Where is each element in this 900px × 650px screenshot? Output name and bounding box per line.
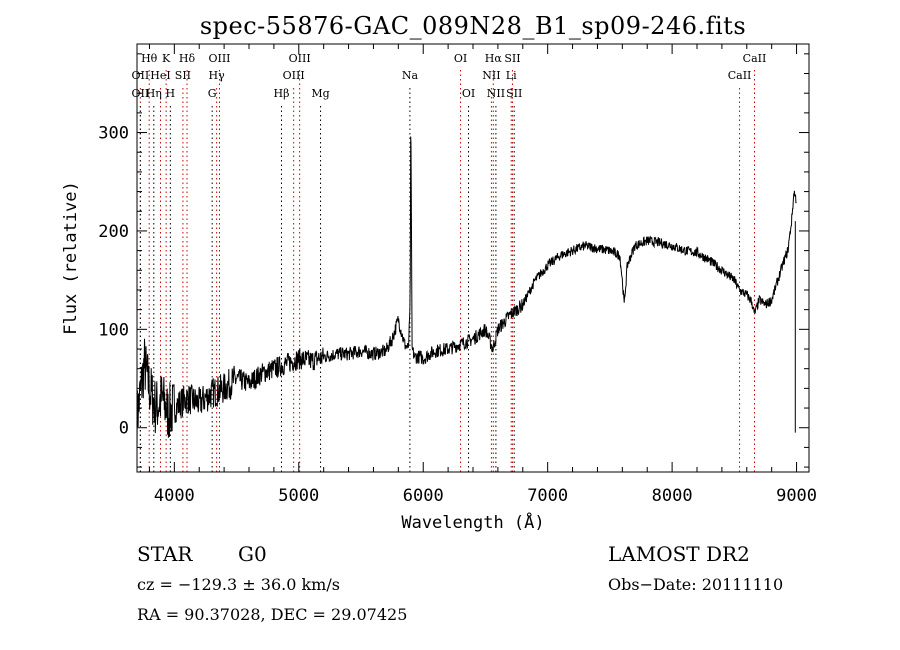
x-tick-label: 7000 [527,486,568,506]
class-label: STAR [137,542,193,566]
line-marker-label: Na [402,69,419,82]
line-marker-label: OII [132,69,150,82]
line-marker-label: Hγ [209,69,226,82]
line-marker-label: Li [506,69,517,82]
observation-date: Obs−Date: 20111110 [608,575,784,594]
line-marker-label: SII [506,87,522,100]
subclass-label: G0 [238,542,267,566]
line-marker-label: SII [504,52,520,65]
x-axis-label: Wavelength (Å) [401,511,544,533]
line-marker-label: OIII [289,52,311,65]
line-marker-label: Hθ [141,52,158,65]
y-axis-ticks: 0 100 200 300 [98,53,809,468]
coordinates: RA = 90.37028, DEC = 29.07425 [137,605,408,624]
x-tick-label: 5000 [278,486,319,506]
x-tick-label: 8000 [652,486,693,506]
line-marker-label: H [166,87,176,100]
line-marker-label: SII [175,69,191,82]
line-marker-label: Hα [485,52,503,65]
line-marker-label: OIII [208,52,230,65]
line-marker-label: Hβ [274,87,290,100]
survey-label: LAMOST DR2 [608,542,750,566]
spectrum-line [136,136,797,448]
chart-title: spec-55876-GAC_089N28_B1_sp09-246.fits [200,12,746,40]
x-tick-label: 9000 [776,486,817,506]
y-axis-label: Flux (relative) [61,181,81,335]
x-tick-label: 6000 [403,486,444,506]
y-tick-label: 200 [98,222,129,242]
line-marker-label: Hδ [179,52,196,65]
line-marker-label: CaII [728,69,752,82]
line-marker-label: CaII [743,52,767,65]
line-marker-label: OI [462,87,475,100]
x-tick-label: 4000 [154,486,195,506]
line-marker-label: OI [454,52,467,65]
line-marker-label: G [208,87,217,100]
line-markers [139,68,755,472]
line-marker-label: NII [482,69,500,82]
line-marker-label: Hη [146,87,162,100]
y-tick-label: 100 [98,320,129,340]
line-marker-label: OIII [283,69,305,82]
redshift-velocity: cz = −129.3 ± 36.0 km/s [137,575,340,594]
line-marker-label: K [162,52,171,65]
line-marker-label: NII [487,87,505,100]
line-marker-label: HeI [150,69,170,82]
y-tick-label: 300 [98,124,129,144]
line-marker-label: Mg [311,87,329,100]
y-tick-label: 0 [119,419,129,439]
x-axis-ticks: 4000 5000 6000 7000 8000 9000 [148,44,817,506]
